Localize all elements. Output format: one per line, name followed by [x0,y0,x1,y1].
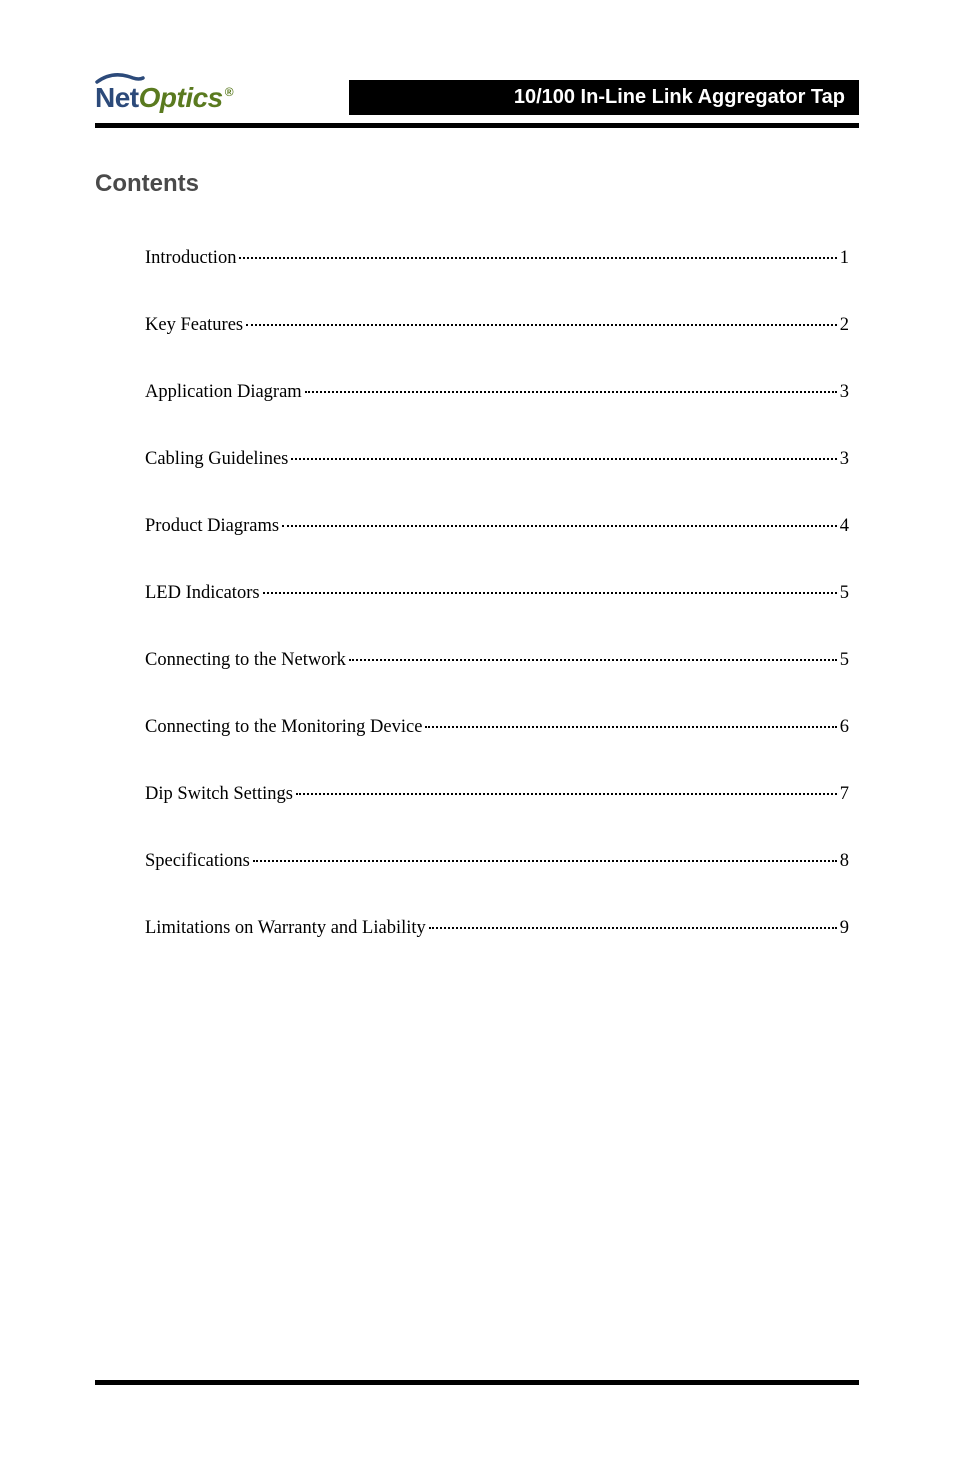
header-divider [95,123,859,128]
toc-page-number: 5 [840,583,849,604]
header-row: NetOptics® 10/100 In-Line Link Aggregato… [95,80,859,115]
toc-leader-dots [349,659,837,661]
toc-label: Connecting to the Network [145,650,346,671]
toc-leader-dots [425,726,836,728]
toc-entry: Cabling Guidelines 3 [145,449,849,470]
toc-leader-dots [263,592,837,594]
logo-optics-text: Optics [139,82,223,113]
toc-label: Key Features [145,315,243,336]
footer-divider [95,1380,859,1385]
logo-swoosh-icon [95,68,155,86]
toc-page-number: 7 [840,784,849,805]
toc-leader-dots [253,860,837,862]
toc-leader-dots [282,525,837,527]
toc-page-number: 2 [840,315,849,336]
contents-heading: Contents [95,170,859,198]
toc-page-number: 8 [840,851,849,872]
toc-entry: Limitations on Warranty and Liability 9 [145,918,849,939]
toc-entry: Product Diagrams 4 [145,516,849,537]
toc-label: Specifications [145,851,250,872]
toc-leader-dots [429,927,837,929]
toc-page-number: 9 [840,918,849,939]
brand-logo: NetOptics® [95,82,233,114]
toc-entry: Dip Switch Settings 7 [145,784,849,805]
toc-leader-dots [296,793,837,795]
logo-net-text: Net [95,82,139,113]
toc-label: Limitations on Warranty and Liability [145,918,426,939]
toc-page-number: 5 [840,650,849,671]
toc-page-number: 6 [840,717,849,738]
toc-leader-dots [305,391,837,393]
toc-page-number: 4 [840,516,849,537]
document-title-bar: 10/100 In-Line Link Aggregator Tap [349,80,859,115]
toc-page-number: 3 [840,449,849,470]
toc-label: Application Diagram [145,382,302,403]
toc-page-number: 1 [840,248,849,269]
toc-label: Product Diagrams [145,516,279,537]
toc-entry: Key Features 2 [145,315,849,336]
toc-leader-dots [291,458,836,460]
toc-entry: Introduction 1 [145,248,849,269]
toc-entry: Specifications 8 [145,851,849,872]
document-page: NetOptics® 10/100 In-Line Link Aggregato… [0,0,954,1475]
toc-entry: Connecting to the Network 5 [145,650,849,671]
toc-entry: LED Indicators 5 [145,583,849,604]
table-of-contents: Introduction 1 Key Features 2 Applicatio… [95,248,859,985]
toc-entry: Connecting to the Monitoring Device 6 [145,717,849,738]
toc-label: Introduction [145,248,236,269]
toc-label: Dip Switch Settings [145,784,293,805]
toc-label: Cabling Guidelines [145,449,288,470]
toc-label: LED Indicators [145,583,260,604]
logo-registered-mark: ® [225,85,233,99]
toc-page-number: 3 [840,382,849,403]
toc-label: Connecting to the Monitoring Device [145,717,422,738]
toc-leader-dots [239,257,836,259]
toc-leader-dots [246,324,837,326]
toc-entry: Application Diagram 3 [145,382,849,403]
